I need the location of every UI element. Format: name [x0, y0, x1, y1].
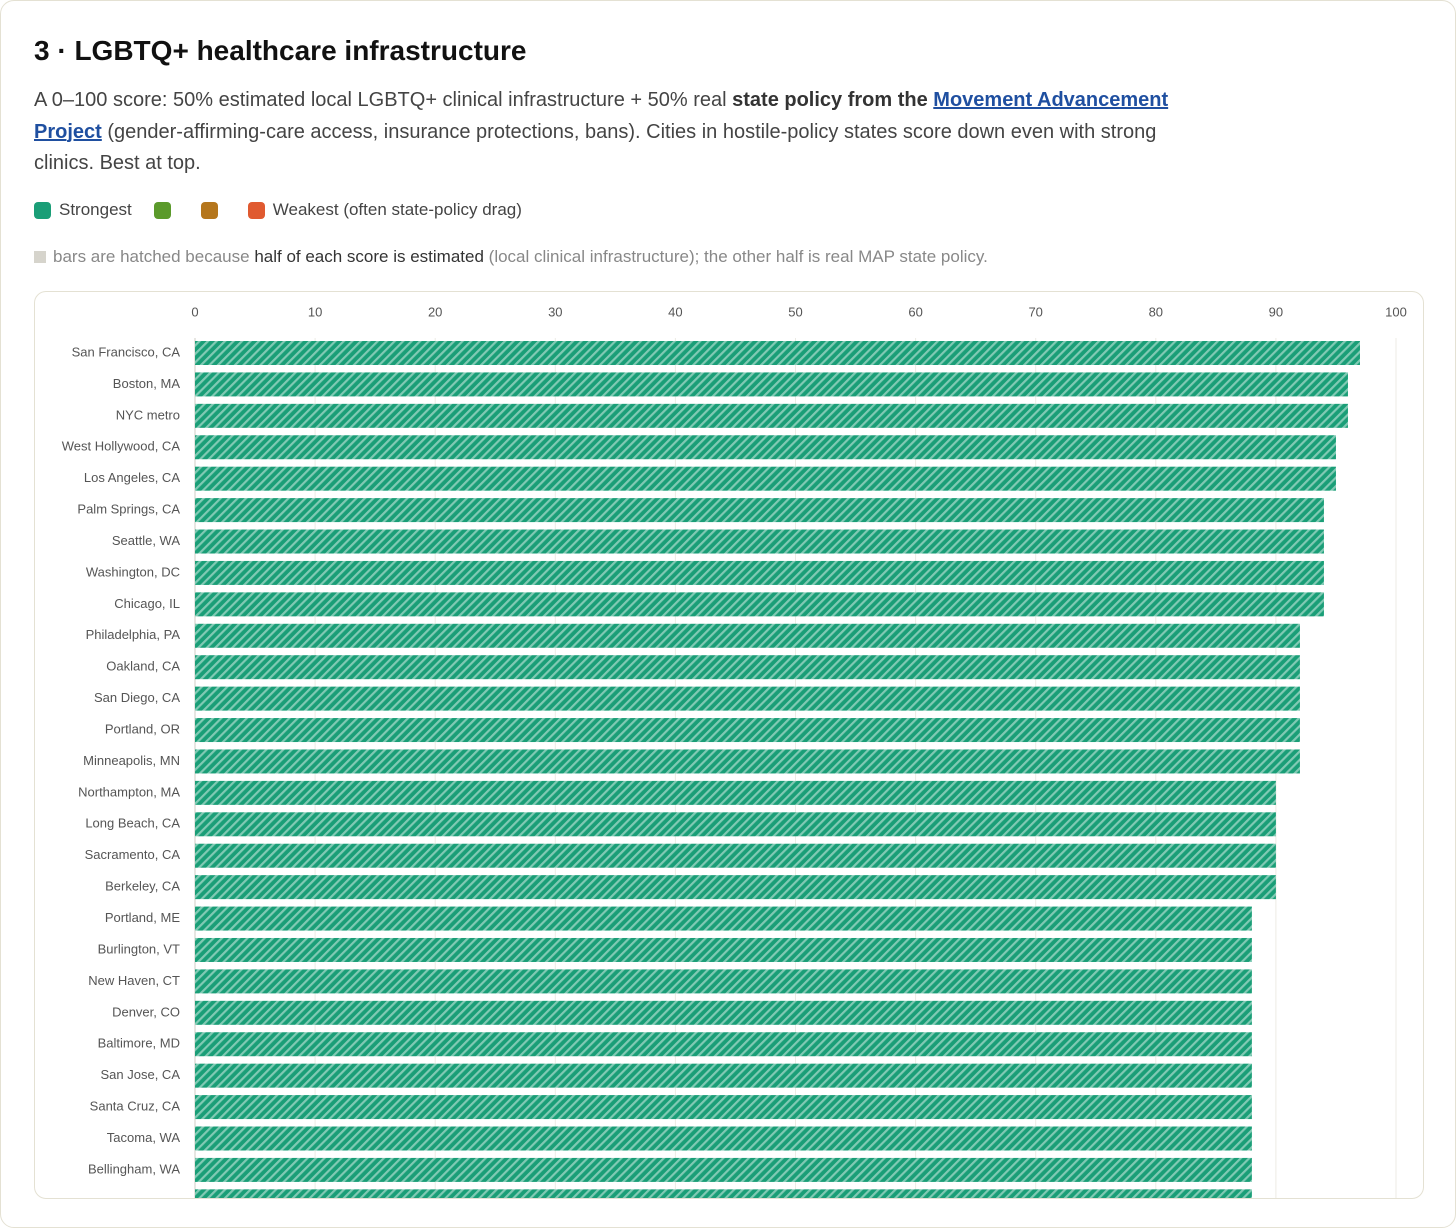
y-tick-label: Palm Springs, CA — [77, 502, 180, 517]
bar — [195, 1000, 1252, 1025]
bar — [195, 875, 1276, 900]
legend-swatch — [247, 201, 265, 219]
y-tick-label: Portland, OR — [105, 721, 180, 736]
note-bold: half of each score is estimated — [254, 247, 484, 266]
x-tick-label: 10 — [308, 304, 322, 319]
bar — [195, 1095, 1252, 1120]
y-tick-label: Oakland, CA — [106, 659, 180, 674]
y-tick-label: Baltimore, MD — [98, 1036, 180, 1051]
y-tick-label: Portland, ME — [105, 910, 180, 925]
description-text: A 0–100 score: 50% estimated local LGBTQ… — [34, 89, 733, 111]
bar — [195, 435, 1336, 460]
bar — [195, 812, 1276, 837]
bar — [195, 1032, 1252, 1057]
x-tick-label: 70 — [1028, 304, 1042, 319]
y-tick-label: Santa Cruz, CA — [90, 1099, 181, 1114]
bar — [195, 560, 1324, 585]
legend-item — [200, 201, 226, 219]
x-tick-label: 60 — [908, 304, 922, 319]
note-text: bars are hatched because — [53, 247, 255, 266]
x-tick-label: 100 — [1385, 304, 1407, 319]
y-tick-label: Tacoma, WA — [107, 1130, 181, 1145]
y-tick-label: Sacramento, CA — [85, 847, 181, 862]
description-text: (gender-affirming-care access, insurance… — [34, 120, 1157, 175]
x-tick-label: 90 — [1269, 304, 1283, 319]
x-tick-label: 0 — [191, 304, 198, 319]
x-tick-label: 30 — [548, 304, 562, 319]
bar — [195, 372, 1348, 397]
legend-swatch — [200, 201, 218, 219]
description-bold: state policy from the — [732, 89, 934, 111]
legend-label: Weakest (often state-policy drag) — [272, 200, 522, 219]
y-tick-label: Chicago, IL — [114, 596, 180, 611]
legend: Strongest Weakest (often state-policy dra… — [34, 200, 544, 220]
legend-item — [153, 201, 179, 219]
note: bars are hatched because half of each sc… — [34, 247, 988, 267]
bar — [195, 843, 1276, 868]
source-link[interactable]: Movement Advancement Project — [34, 89, 1169, 143]
legend-swatch — [153, 201, 171, 219]
y-tick-label: West Hollywood, CA — [62, 439, 181, 454]
description: A 0–100 score: 50% estimated local LGBTQ… — [34, 85, 1184, 180]
bar — [195, 1189, 1252, 1198]
y-tick-label: Los Angeles, CA — [84, 470, 180, 485]
y-tick-label: Minneapolis, MN — [83, 753, 180, 768]
chart-box: 0 10 20 30 40 50 60 70 80 90 100 San Francisco, CA B… — [34, 291, 1424, 1199]
legend-item: Strongest — [34, 200, 132, 220]
y-tick-label: Burlington, VT — [98, 941, 180, 956]
bar — [195, 686, 1300, 711]
y-tick-label: Northampton, MA — [78, 784, 180, 799]
y-tick-label: Denver, CO — [112, 1004, 180, 1019]
bar — [195, 655, 1300, 680]
bar — [195, 749, 1300, 774]
y-tick-label: Washington, DC — [86, 564, 180, 579]
y-tick-label: San Jose, CA — [101, 1067, 181, 1082]
chart: 0 10 20 30 40 50 60 70 80 90 100 San Francisco, CA B… — [62, 304, 1407, 1198]
bar — [195, 1126, 1252, 1151]
x-tick-label: 40 — [668, 304, 682, 319]
y-tick-label: San Francisco, CA — [72, 344, 181, 359]
bar — [195, 780, 1276, 805]
x-tick-label: 80 — [1149, 304, 1163, 319]
bar — [195, 718, 1300, 743]
y-tick-label: San Diego, CA — [94, 690, 180, 705]
bar — [195, 403, 1348, 428]
bar — [195, 969, 1252, 994]
bar — [195, 1063, 1252, 1088]
y-tick-label: NYC metro — [116, 407, 180, 422]
note-text: (local clinical infrastructure); the oth… — [483, 247, 988, 266]
bar — [195, 906, 1252, 931]
section-title: 3 · LGBTQ+ healthcare infrastructure — [34, 35, 527, 66]
legend-swatch — [34, 201, 51, 219]
y-tick-label: Bellingham, WA — [88, 1161, 180, 1176]
bar — [195, 498, 1324, 523]
y-tick-label: Long Beach, CA — [85, 816, 180, 831]
y-tick-label: Berkeley, CA — [105, 879, 180, 894]
bar — [195, 623, 1300, 648]
hatch-icon — [34, 251, 46, 263]
y-tick-label: Philadelphia, PA — [86, 627, 181, 642]
y-tick-label: Seattle, WA — [112, 533, 180, 548]
y-tick-label: New Haven, CT — [88, 973, 180, 988]
bar — [195, 592, 1324, 617]
x-tick-label: 20 — [428, 304, 442, 319]
legend-label: Strongest — [59, 200, 132, 219]
bar — [195, 1157, 1252, 1182]
bar — [195, 529, 1324, 554]
y-tick-label: Boston, MA — [113, 376, 181, 391]
bar — [195, 341, 1360, 365]
legend-item: Weakest (often state-policy drag) — [247, 200, 522, 220]
x-tick-label: 50 — [788, 304, 802, 319]
bar — [195, 466, 1336, 491]
bar — [195, 937, 1252, 962]
